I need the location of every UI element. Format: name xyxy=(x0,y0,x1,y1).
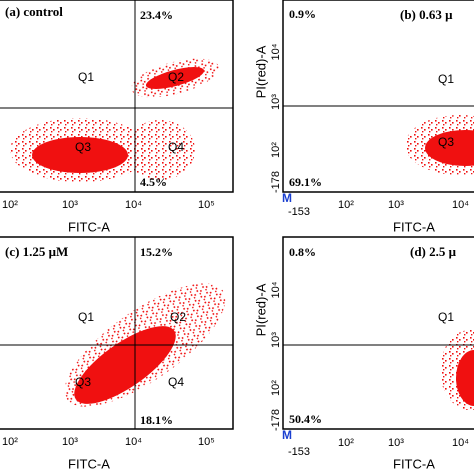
x-tick-label: 10³ xyxy=(62,436,78,448)
marker: M xyxy=(282,428,292,442)
y-tick-label: 10³ xyxy=(270,94,282,110)
x-tick-label: -153 xyxy=(288,206,310,218)
quadrant-label: Q1 xyxy=(438,310,454,324)
y-tick-label: 10³ xyxy=(270,332,282,348)
x-tick-label: 10⁵ xyxy=(198,199,215,211)
quadrant-label: Q2 xyxy=(170,310,186,324)
percent: 50.4% xyxy=(289,412,322,426)
x-axis-label: FITC-A xyxy=(68,219,110,234)
y-axis-label: PI(red)-A xyxy=(253,45,268,98)
panel-b: PI(red)-A 10⁴ 10³ 10² -178 0.9% (b) 0.63… xyxy=(253,0,474,234)
quadrant-label: Q2 xyxy=(168,70,184,84)
dots xyxy=(32,137,128,173)
frame xyxy=(282,236,474,430)
quadrant-label: Q4 xyxy=(168,140,184,154)
x-tick-label: 10⁴ xyxy=(125,436,142,448)
x-tick-label: 10⁴ xyxy=(125,199,142,211)
panel-title: (d) 2.5 μ xyxy=(410,244,457,259)
x-axis-label: FITC-A xyxy=(393,219,435,234)
quadrant-label: Q1 xyxy=(438,72,454,86)
dots xyxy=(425,130,474,166)
x-tick-label: 10² xyxy=(2,199,18,211)
percent: 23.4% xyxy=(140,8,173,22)
x-tick-label: 10⁴ xyxy=(452,437,469,449)
panel-title: (b) 0.63 μ xyxy=(400,7,453,22)
y-tick-label: 10² xyxy=(270,380,282,396)
percent: 0.9% xyxy=(289,7,316,21)
y-tick-label: 10⁴ xyxy=(270,43,282,60)
quadrant-label: Q3 xyxy=(75,375,91,389)
panel-c: (c) 1.25 μM 15.2% 18.1% Q1 Q2 Q3 Q4 10² … xyxy=(0,236,234,471)
percent: 69.1% xyxy=(289,175,322,189)
quadrant-label: Q3 xyxy=(438,135,454,149)
percent: 15.2% xyxy=(140,245,173,259)
y-tick-label: 10⁴ xyxy=(270,281,282,298)
x-tick-label: 10⁵ xyxy=(198,436,215,448)
frame xyxy=(0,0,234,193)
x-tick-label: 10² xyxy=(338,437,354,449)
panel-d: PI(red)-A 10⁴ 10³ 10² -178 0.8% (d) 2.5 … xyxy=(253,236,474,471)
y-axis-label: PI(red)-A xyxy=(253,283,268,336)
frame xyxy=(0,236,234,430)
y-tick-label: -178 xyxy=(270,171,282,193)
x-tick-label: 10³ xyxy=(62,199,78,211)
quadrant-label: Q4 xyxy=(168,375,184,389)
x-tick-label: 10² xyxy=(338,199,354,211)
marker: M xyxy=(282,191,292,205)
percent: 0.8% xyxy=(289,245,316,259)
quadrant-label: Q3 xyxy=(75,140,91,154)
dots xyxy=(74,326,176,404)
quadrant-label: Q1 xyxy=(78,310,94,324)
x-axis-label: FITC-A xyxy=(68,456,110,471)
dots xyxy=(125,120,195,180)
x-tick-label: 10³ xyxy=(388,199,404,211)
y-tick-label: 10² xyxy=(270,142,282,158)
y-tick-label: -178 xyxy=(270,409,282,431)
percent: 4.5% xyxy=(140,175,167,189)
panel-title: (c) 1.25 μM xyxy=(5,244,68,259)
dots xyxy=(145,67,205,89)
x-axis-label: FITC-A xyxy=(393,456,435,471)
panel-a: (a) control 23.4% 4.5% Q1 Q2 Q3 Q4 10² 1… xyxy=(0,0,234,234)
x-tick-label: -153 xyxy=(288,446,310,458)
x-tick-label: 10⁴ xyxy=(452,199,469,211)
x-tick-label: 10² xyxy=(2,436,18,448)
x-tick-label: 10³ xyxy=(388,437,404,449)
panel-title: (a) control xyxy=(5,4,63,19)
quadrant-label: Q1 xyxy=(78,70,94,84)
dots xyxy=(456,350,474,406)
frame xyxy=(282,0,474,193)
percent: 18.1% xyxy=(140,413,173,427)
